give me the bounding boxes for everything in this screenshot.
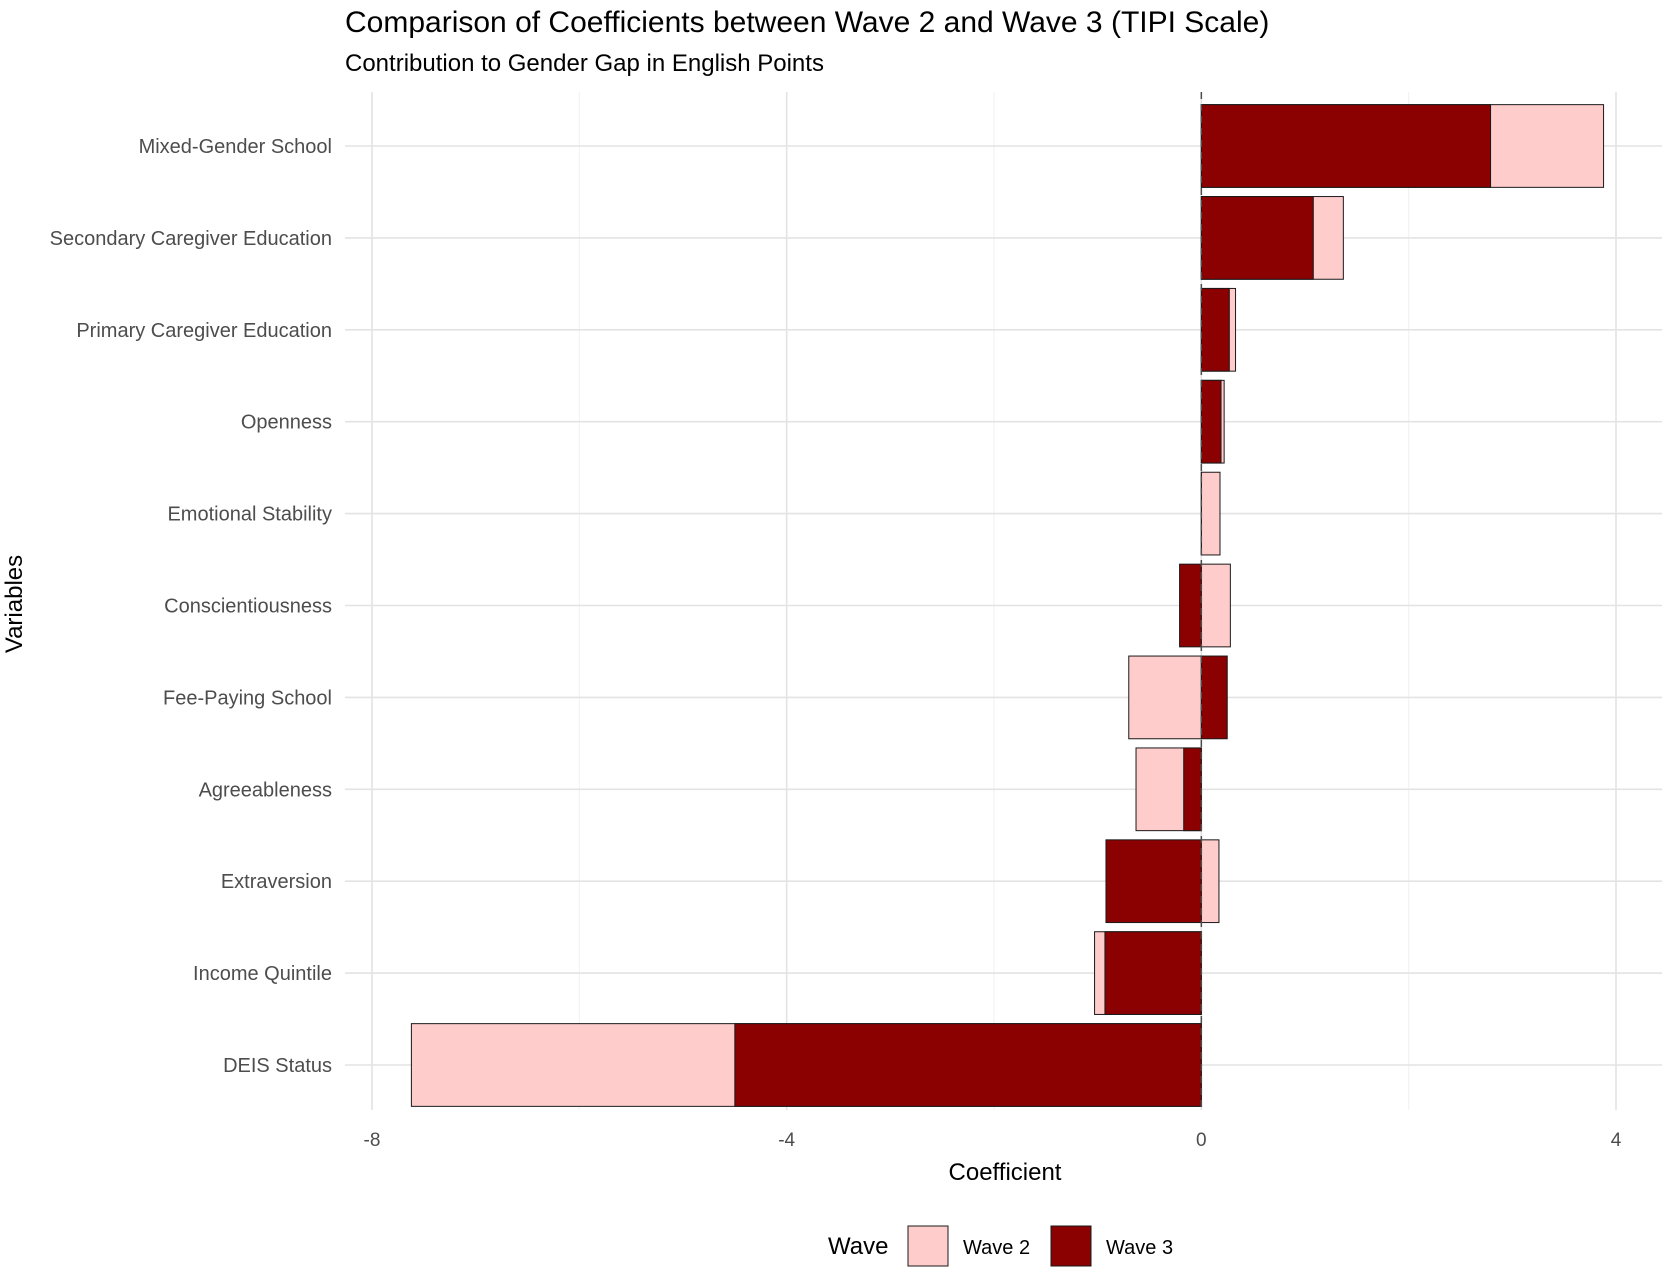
- major-gridlines: [345, 92, 1662, 1110]
- bar-wave-2: [1200, 563, 1231, 648]
- y-axis-category-labels: Mixed-Gender School Secondary Caregiver E…: [50, 136, 332, 1077]
- y-tick-label: Conscientiousness: [164, 596, 332, 618]
- bar-wave-2: [1200, 839, 1220, 924]
- minor-gridlines: [578, 92, 1410, 1110]
- bar-wave-2: [1128, 655, 1202, 740]
- legend-label-wave-2: Wave 2: [963, 1237, 1030, 1259]
- x-tick-label: 0: [1196, 1130, 1207, 1151]
- x-axis-tick-labels: -8 -4 0 4: [364, 1130, 1622, 1151]
- y-tick-label: Openness: [241, 412, 332, 434]
- y-tick-label: Secondary Caregiver Education: [50, 228, 332, 250]
- bars-wave-3: [734, 104, 1492, 1107]
- x-axis-title: Coefficient: [949, 1159, 1062, 1186]
- x-tick-label: -8: [364, 1130, 381, 1151]
- bar-wave-2: [1200, 471, 1221, 556]
- bar-wave-3: [1200, 196, 1314, 280]
- chart-title: Comparison of Coefficients between Wave …: [345, 6, 1269, 39]
- legend-swatch-wave-3: [1050, 1225, 1092, 1267]
- bar-wave-3: [1179, 563, 1202, 648]
- x-tick-label: 4: [1611, 1130, 1622, 1151]
- y-axis-title: Variables: [1, 555, 28, 653]
- bar-wave-3: [1200, 104, 1492, 188]
- y-tick-label: Primary Caregiver Education: [76, 320, 332, 342]
- chart-subtitle: Contribution to Gender Gap in English Po…: [345, 50, 824, 77]
- legend-swatch-wave-2: [907, 1225, 949, 1267]
- y-tick-label: DEIS Status: [223, 1055, 332, 1077]
- bar-wave-3: [734, 1023, 1202, 1107]
- y-tick-label: Agreeableness: [199, 779, 332, 801]
- bar-wave-3: [1183, 747, 1202, 832]
- y-tick-label: Fee-Paying School: [163, 687, 332, 709]
- legend-title: Wave: [828, 1233, 888, 1260]
- x-tick-label: -4: [778, 1130, 795, 1151]
- y-tick-label: Income Quintile: [193, 963, 332, 985]
- bar-wave-3: [1200, 379, 1222, 464]
- bar-wave-3: [1104, 931, 1202, 1015]
- bar-wave-3: [1200, 655, 1228, 740]
- y-tick-label: Emotional Stability: [167, 504, 332, 526]
- legend: Wave Wave 2 Wave 3: [828, 1225, 1173, 1267]
- y-tick-label: Extraversion: [221, 871, 332, 893]
- legend-label-wave-3: Wave 3: [1106, 1237, 1173, 1259]
- y-tick-label: Mixed-Gender School: [139, 136, 332, 158]
- bar-wave-3: [1105, 839, 1202, 924]
- bar-wave-3: [1200, 287, 1230, 372]
